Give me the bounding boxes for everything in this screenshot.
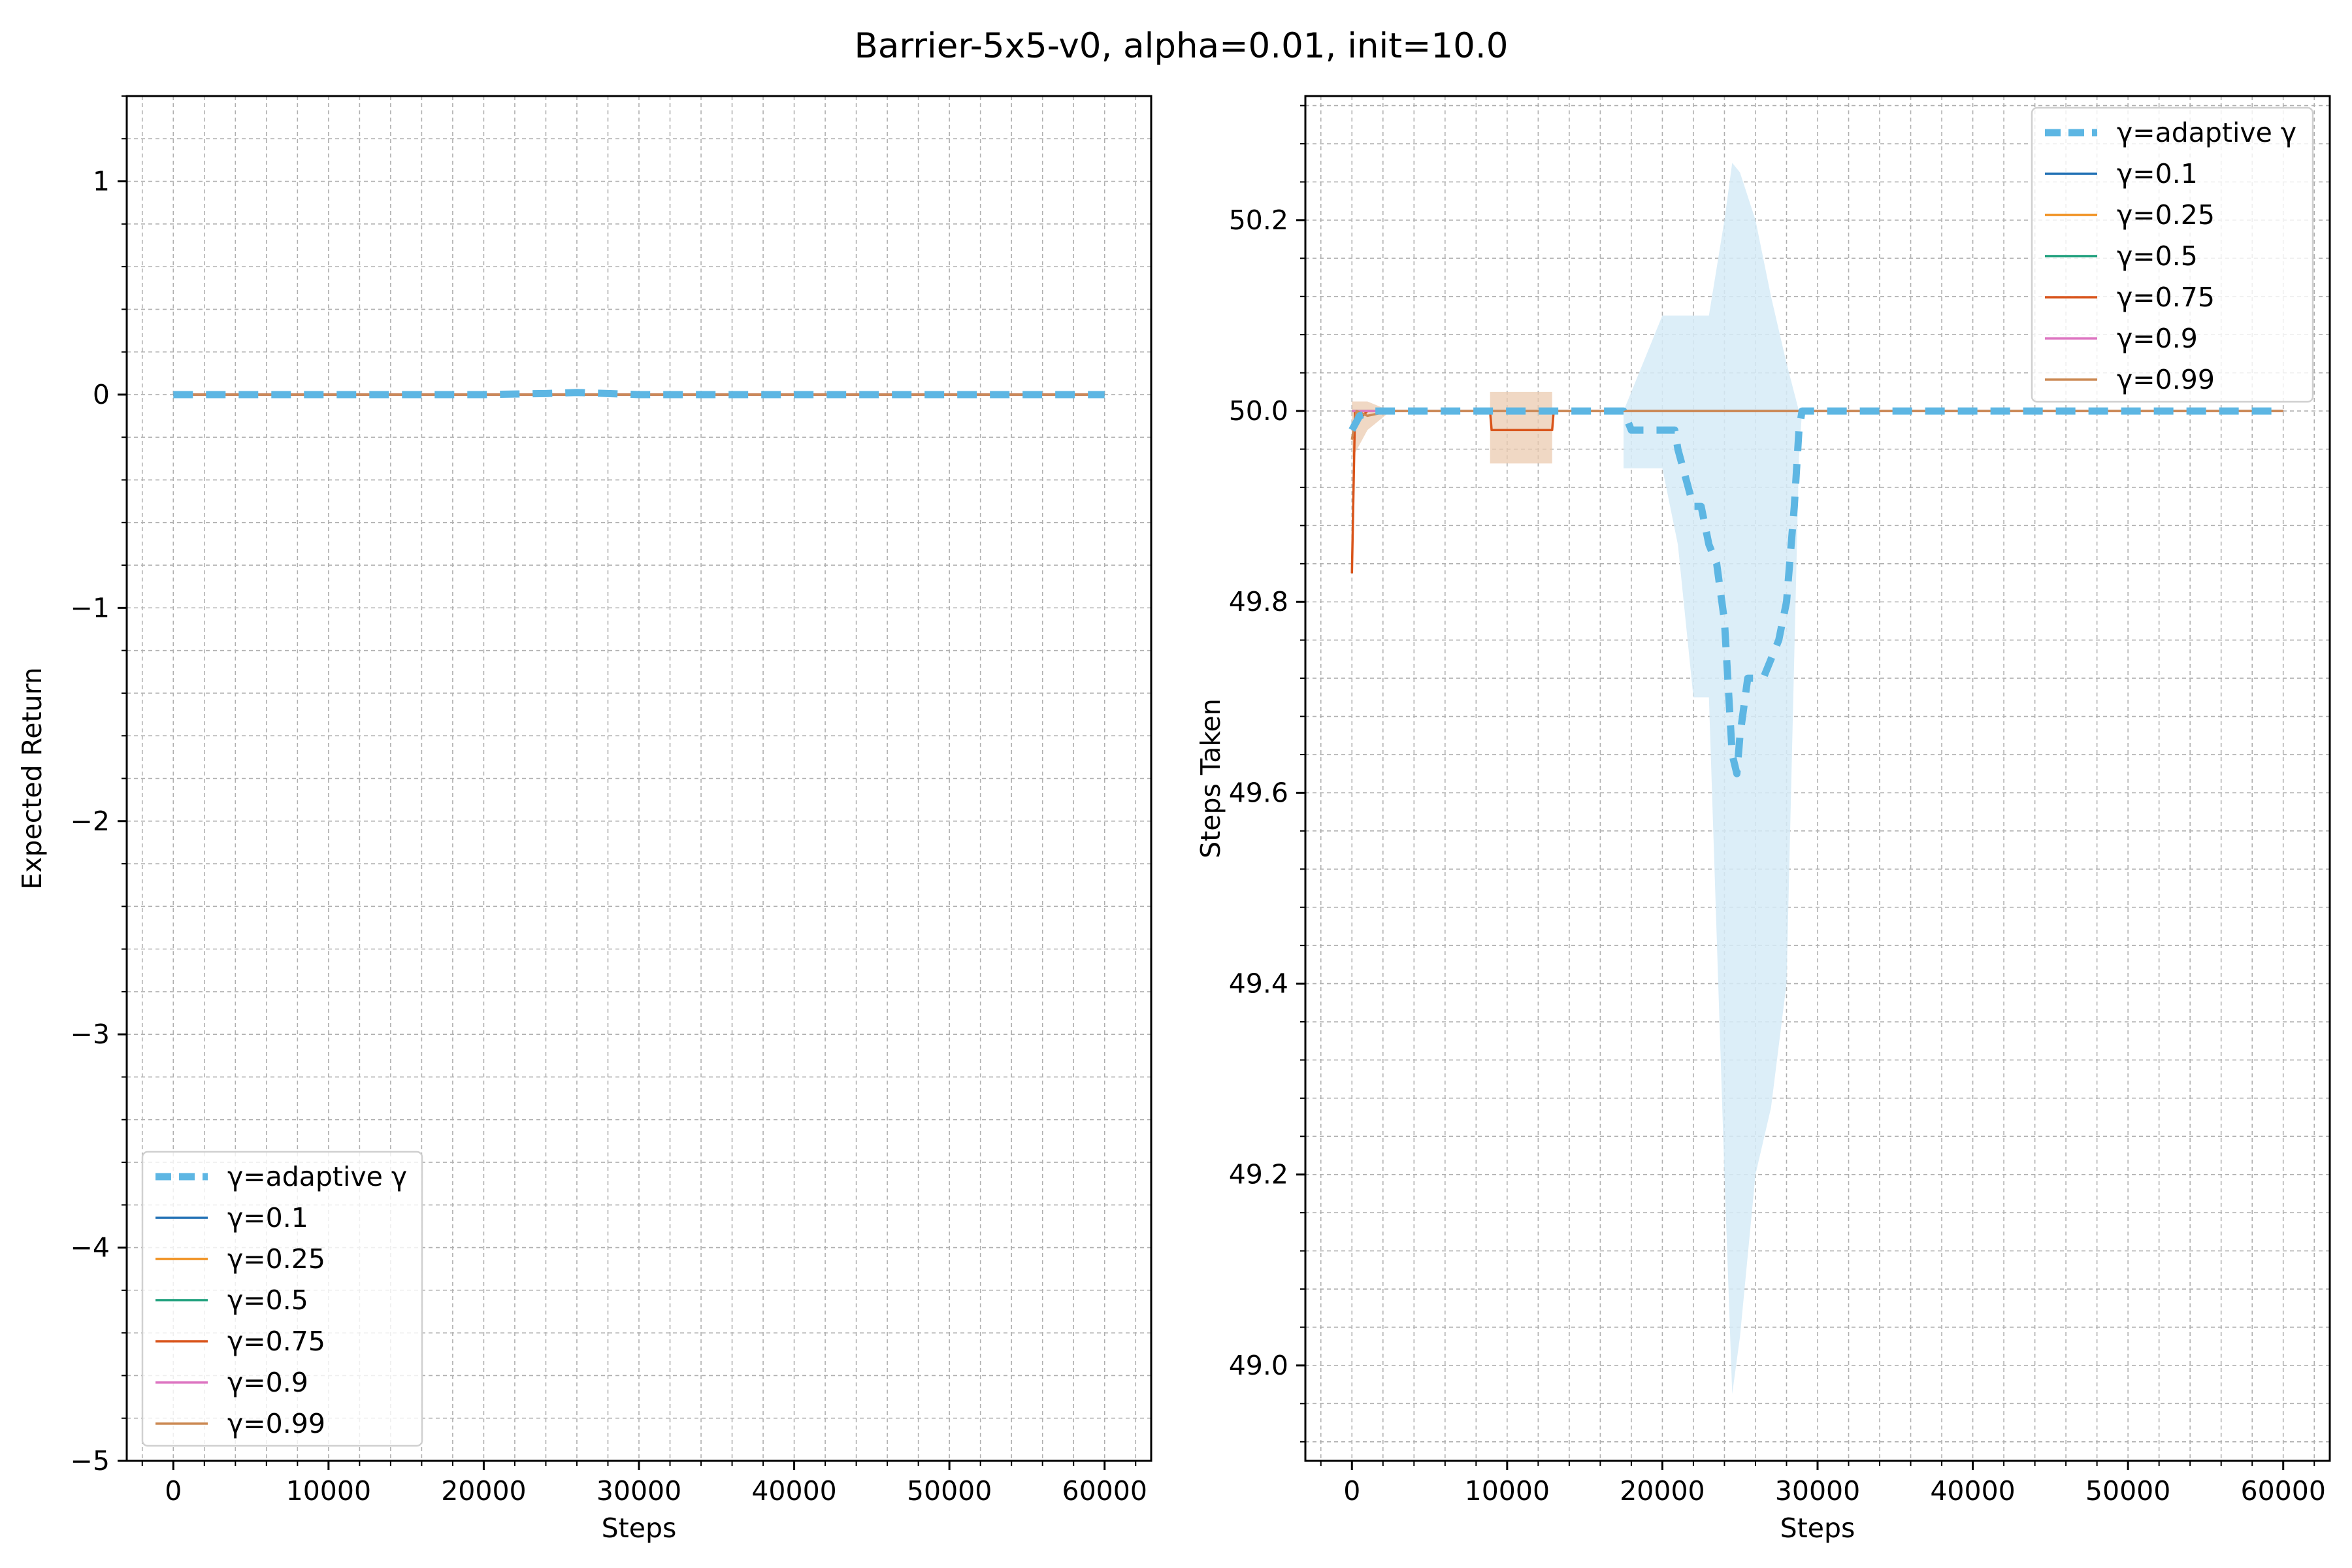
x-axis-label: Steps <box>602 1512 677 1544</box>
legend-label: γ=adaptive γ <box>2117 117 2296 148</box>
legend-label: γ=0.75 <box>2117 282 2215 313</box>
y-axis-label: Steps Taken <box>1195 698 1226 858</box>
y-tick-label: 50.2 <box>1229 204 1288 236</box>
y-tick-label: 49.8 <box>1229 586 1288 617</box>
x-tick-label: 20000 <box>441 1475 526 1507</box>
y-tick-label: 49.4 <box>1229 968 1288 1000</box>
y-tick-label: 49.6 <box>1229 777 1288 808</box>
x-tick-label: 30000 <box>596 1475 681 1507</box>
plot-area <box>173 389 1105 399</box>
y-tick-label: 1 <box>93 166 110 197</box>
x-tick-label: 40000 <box>751 1475 836 1507</box>
figure-title: Barrier-5x5-v0, alpha=0.01, init=10.0 <box>855 26 1509 66</box>
x-tick-label: 0 <box>1343 1475 1360 1507</box>
y-tick-label: 0 <box>93 379 110 410</box>
y-tick-label: 50.0 <box>1229 395 1288 427</box>
x-tick-label: 50000 <box>907 1475 992 1507</box>
legend: γ=adaptive γ γ=0.1 γ=0.25 γ=0.5 γ=0.75 γ=0.9 γ… <box>141 1151 423 1447</box>
x-tick-label: 30000 <box>1775 1475 1860 1507</box>
x-tick-label: 40000 <box>1930 1475 2015 1507</box>
y-tick-label: −2 <box>71 806 110 837</box>
x-tick-label: 10000 <box>1465 1475 1550 1507</box>
y-tick-label: 49.0 <box>1229 1350 1288 1381</box>
legend-label: γ=0.5 <box>2117 240 2198 272</box>
legend: γ=adaptive γ γ=0.1 γ=0.25 γ=0.5 γ=0.75 γ=0.9 γ… <box>2031 106 2314 403</box>
grid <box>1305 96 2330 1461</box>
series-band <box>1490 391 1552 464</box>
x-tick-label: 0 <box>165 1475 182 1507</box>
legend-label: γ=0.9 <box>227 1367 308 1398</box>
y-tick-label: 49.2 <box>1229 1159 1288 1190</box>
plot-area <box>1348 163 2283 1394</box>
y-tick-label: −3 <box>71 1019 110 1050</box>
legend-label: γ=0.9 <box>2117 323 2198 354</box>
legend-box <box>141 1151 423 1447</box>
y-tick-label: −4 <box>71 1232 110 1264</box>
legend-label: γ=0.1 <box>2117 158 2198 189</box>
ticks: 0 10000 20000 30000 40000 50000 60000 49.0 49.2 4… <box>1229 105 2326 1507</box>
series-line <box>173 389 1105 399</box>
x-tick-label: 50000 <box>2085 1475 2170 1507</box>
legend-label: γ=0.25 <box>2117 199 2215 231</box>
x-tick-label: 10000 <box>286 1475 371 1507</box>
x-axis-label: Steps <box>1780 1512 1855 1544</box>
x-tick-label: 60000 <box>1062 1475 1147 1507</box>
legend-label: γ=0.1 <box>227 1202 308 1233</box>
legend-box <box>2031 106 2314 403</box>
legend-label: γ=0.25 <box>227 1243 325 1275</box>
chart-panel-expected-return: 0 10000 20000 30000 40000 50000 60000 −5 −4 −3 −2 −… <box>16 95 1152 1544</box>
series-band <box>1624 163 1803 1394</box>
y-axis-label: Expected Return <box>16 667 48 889</box>
legend-label: γ=0.99 <box>2117 364 2215 395</box>
x-tick-label: 60000 <box>2241 1475 2326 1507</box>
legend-label: γ=0.5 <box>227 1284 308 1316</box>
legend-label: γ=0.75 <box>227 1326 325 1357</box>
ticks: 0 10000 20000 30000 40000 50000 60000 −5 −4 −3 −2 −… <box>71 95 1147 1507</box>
y-tick-label: −5 <box>71 1445 110 1477</box>
x-tick-label: 20000 <box>1620 1475 1705 1507</box>
legend-label: γ=0.99 <box>227 1408 325 1439</box>
chart-panel-steps-taken: 0 10000 20000 30000 40000 50000 60000 49.0 49.2 4… <box>1195 95 2331 1544</box>
legend-label: γ=adaptive γ <box>227 1161 407 1192</box>
y-tick-label: −1 <box>71 592 110 623</box>
